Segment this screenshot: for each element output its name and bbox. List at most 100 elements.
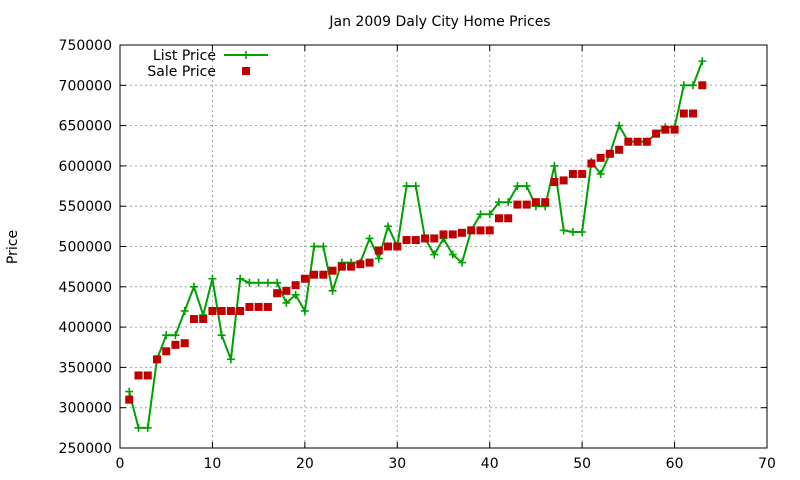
sale-price-point <box>199 315 208 324</box>
list-price-point <box>615 121 624 130</box>
list-price-point <box>698 57 707 66</box>
plot-frame <box>119 44 768 449</box>
list-price-point <box>134 423 143 432</box>
y-tick-label: 700000 <box>59 78 112 94</box>
sale-price-point <box>347 262 356 271</box>
sale-price-point <box>504 214 513 223</box>
x-tick-label: 0 <box>116 456 125 472</box>
sale-price-point <box>661 125 670 134</box>
sale-price-point <box>356 260 365 269</box>
y-tick-label: 300000 <box>59 401 112 417</box>
list-price-point <box>273 278 282 287</box>
list-price-point <box>226 355 235 364</box>
sale-price-point <box>578 169 587 178</box>
list-price-point <box>494 198 503 207</box>
sale-price-point <box>550 178 559 187</box>
sale-price-point <box>596 153 605 162</box>
list-price-point <box>300 306 309 315</box>
list-price-point <box>476 210 485 219</box>
sale-price-point <box>494 214 503 223</box>
list-price-point <box>550 161 559 170</box>
legend: List Price Sale Price <box>147 48 268 80</box>
sale-price-point <box>384 242 393 251</box>
grid-lines <box>120 45 767 448</box>
x-tick-label: 70 <box>758 456 776 472</box>
y-tick-label: 500000 <box>59 240 112 256</box>
list-price-point <box>384 222 393 231</box>
sale-price-point <box>162 347 171 356</box>
sale-price-point <box>652 129 661 138</box>
sale-price-point <box>402 236 411 245</box>
sale-price-point <box>568 169 577 178</box>
list-price-point <box>485 210 494 219</box>
sale-price-point <box>310 270 319 279</box>
legend-marker-list-price <box>242 51 250 59</box>
sale-price-point <box>605 149 614 158</box>
y-tick-label: 450000 <box>59 280 112 296</box>
list-price-point <box>125 387 134 396</box>
sale-price-point <box>125 395 134 404</box>
sale-price-point <box>134 371 143 380</box>
sale-price-point <box>374 246 383 255</box>
list-price-point <box>328 286 337 295</box>
list-price-point <box>310 242 319 251</box>
list-price-point <box>411 182 420 191</box>
y-axis-label: Price <box>5 230 21 264</box>
sale-price-point <box>245 302 254 311</box>
list-price-point <box>282 298 291 307</box>
x-tick-label: 10 <box>204 456 222 472</box>
sale-price-point <box>189 315 198 324</box>
sale-price-point <box>633 137 642 146</box>
list-price-point <box>559 226 568 235</box>
list-price-point <box>689 81 698 90</box>
y-tick-label: 400000 <box>59 320 112 336</box>
sale-price-point <box>282 286 291 295</box>
list-price-point <box>365 234 374 243</box>
sale-price-point <box>624 137 633 146</box>
list-price-point <box>245 278 254 287</box>
list-price-point <box>457 258 466 267</box>
sale-price-point <box>485 226 494 235</box>
sale-price-point <box>365 258 374 267</box>
sale-price-point <box>522 200 531 209</box>
list-price-point <box>254 278 263 287</box>
sale-price-point <box>263 302 272 311</box>
sale-price-point <box>670 125 679 134</box>
list-price-point <box>189 282 198 291</box>
list-price-point <box>208 274 217 283</box>
sale-price-point <box>328 266 337 275</box>
y-tick-label: 650000 <box>59 119 112 135</box>
y-tick-labels: 250000 300000 350000 400000 450000 500000 5500… <box>59 38 112 457</box>
list-price-point <box>522 182 531 191</box>
x-tick-label: 40 <box>481 456 499 472</box>
sale-price-point <box>587 159 596 168</box>
list-price-point <box>596 169 605 178</box>
sale-price-point <box>541 198 550 207</box>
sale-price-point <box>439 230 448 239</box>
sale-price-point <box>642 137 651 146</box>
list-price-point <box>513 182 522 191</box>
y-tick-label: 550000 <box>59 199 112 215</box>
list-price-point <box>679 81 688 90</box>
sale-price-point <box>143 371 152 380</box>
legend-label-sale-price: Sale Price <box>147 64 216 80</box>
list-price-point <box>402 182 411 191</box>
list-price-point <box>578 227 587 236</box>
x-tick-label: 20 <box>296 456 314 472</box>
list-price-point <box>162 331 171 340</box>
sale-price-point <box>448 230 457 239</box>
sale-price-point <box>171 340 180 349</box>
list-price-point <box>504 198 513 207</box>
y-tick-label: 250000 <box>59 441 112 457</box>
list-price-point <box>430 250 439 259</box>
sale-price-point <box>393 242 402 251</box>
sale-price-point <box>208 306 217 315</box>
sale-price-point <box>679 109 688 118</box>
sale-price-point <box>698 81 707 90</box>
sale-price-point <box>421 234 430 243</box>
list-price-point <box>236 274 245 283</box>
legend-label-list-price: List Price <box>153 48 216 64</box>
y-tick-label: 350000 <box>59 360 112 376</box>
sale-price-point <box>300 274 309 283</box>
